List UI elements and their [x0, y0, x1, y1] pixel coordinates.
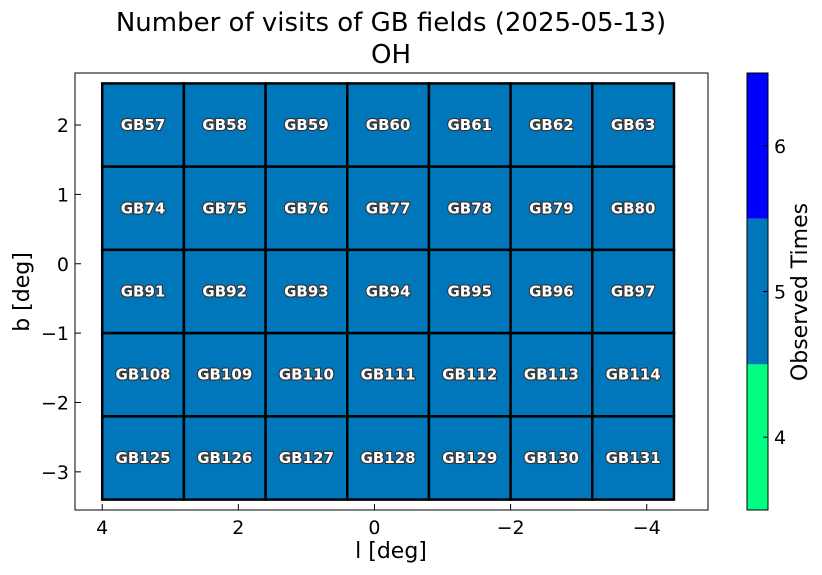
field-label-gb57: GB57	[121, 116, 166, 134]
field-label-gb58: GB58	[202, 116, 247, 134]
field-cell-gb130	[509, 415, 594, 501]
colorbar-segment	[747, 218, 768, 365]
colorbar: 4 5 6	[746, 72, 786, 511]
colorbar-segment	[747, 364, 768, 510]
y-tick-label: 2	[57, 115, 69, 137]
field-cell-gb94	[346, 248, 431, 335]
y-tick-label: −1	[41, 323, 69, 345]
field-cell-gb114	[591, 331, 676, 418]
field-label-gb111: GB111	[361, 366, 416, 384]
colorbar-segment	[747, 73, 768, 219]
field-label-gb109: GB109	[197, 366, 252, 384]
field-label-gb94: GB94	[366, 283, 411, 301]
field-label-gb95: GB95	[447, 283, 492, 301]
y-tick-label: −2	[41, 392, 69, 414]
field-cell-gb57	[100, 82, 186, 168]
field-label-gb129: GB129	[442, 449, 497, 467]
field-label-gb110: GB110	[279, 366, 334, 384]
x-tick-label: 0	[368, 517, 380, 539]
field-grid: GB57 GB58 GB59 GB60 GB61 GB62 GB63 GB74 GB75 GB76…	[100, 82, 676, 501]
x-tick-label: 2	[232, 517, 244, 539]
field-label-gb74: GB74	[121, 199, 166, 217]
field-label-gb96: GB96	[529, 283, 574, 301]
y-tick-label: −3	[41, 462, 69, 484]
field-label-gb77: GB77	[366, 199, 411, 217]
field-label-gb127: GB127	[279, 449, 334, 467]
field-cell-gb75	[182, 165, 267, 252]
field-cell-gb97	[591, 248, 676, 335]
field-cell-gb61	[427, 82, 512, 168]
field-label-gb80: GB80	[611, 199, 656, 217]
field-label-gb108: GB108	[116, 366, 171, 384]
field-label-gb130: GB130	[524, 449, 579, 467]
field-cell-gb77	[346, 165, 431, 252]
field-label-gb79: GB79	[529, 199, 574, 217]
field-cell-gb96	[509, 248, 594, 335]
chart-title: Number of visits of GB fields (2025-05-1…	[116, 8, 666, 38]
field-cell-gb112	[427, 331, 512, 418]
field-label-gb92: GB92	[202, 283, 247, 301]
y-tick-label: 0	[57, 254, 69, 276]
field-cell-gb108	[100, 331, 186, 418]
x-tick-label: 4	[96, 517, 108, 539]
x-axis: 4 2 0 −2 −4	[96, 504, 661, 539]
field-label-gb91: GB91	[121, 283, 166, 301]
field-label-gb60: GB60	[366, 116, 411, 134]
y-tick-label: 1	[57, 184, 69, 206]
colorbar-tick-label: 5	[774, 282, 786, 304]
colorbar-tick-label: 6	[774, 136, 786, 158]
x-axis-label: l [deg]	[355, 539, 427, 564]
field-label-gb131: GB131	[606, 449, 661, 467]
colorbar-label: Observed Times	[788, 203, 813, 381]
field-cell-gb91	[100, 248, 186, 335]
colorbar-tick-label: 4	[774, 427, 786, 449]
field-label-gb62: GB62	[529, 116, 574, 134]
x-tick-label: −2	[497, 517, 525, 539]
field-cell-gb126	[182, 415, 267, 501]
x-tick-label: −4	[633, 517, 661, 539]
field-cell-gb63	[591, 82, 676, 168]
field-label-gb93: GB93	[284, 283, 329, 301]
field-label-gb125: GB125	[116, 449, 171, 467]
field-label-gb78: GB78	[447, 199, 492, 217]
y-axis: 2 1 0 −1 −2 −3	[41, 115, 81, 484]
field-label-gb112: GB112	[442, 366, 497, 384]
field-label-gb75: GB75	[202, 199, 247, 217]
y-axis-label: b [deg]	[10, 252, 35, 332]
field-label-gb97: GB97	[611, 283, 656, 301]
field-label-gb114: GB114	[606, 366, 661, 384]
field-label-gb128: GB128	[361, 449, 416, 467]
field-cell-gb131	[591, 415, 676, 501]
field-label-gb76: GB76	[284, 199, 329, 217]
field-label-gb59: GB59	[284, 116, 329, 134]
field-cell-gb129	[427, 415, 512, 501]
chart-subtitle: OH	[371, 40, 411, 70]
field-cell-gb95	[427, 248, 512, 335]
field-cell-gb92	[182, 248, 267, 335]
field-label-gb63: GB63	[611, 116, 656, 134]
field-cell-gb79	[509, 165, 594, 252]
field-label-gb126: GB126	[197, 449, 252, 467]
field-label-gb113: GB113	[524, 366, 579, 384]
field-label-gb61: GB61	[447, 116, 492, 134]
